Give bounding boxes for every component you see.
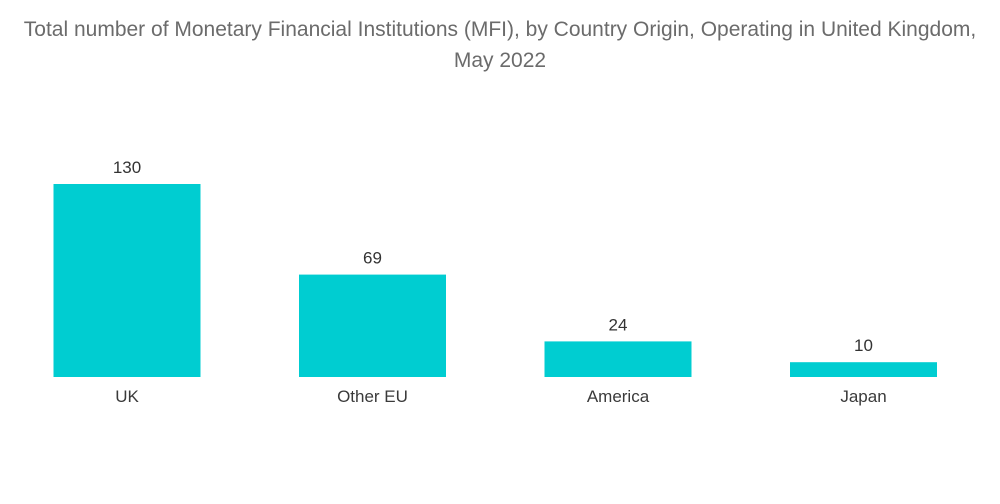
bar-japan	[790, 362, 937, 377]
chart-title: Total number of Monetary Financial Insti…	[23, 18, 977, 72]
x-tick-label-uk: UK	[115, 387, 139, 406]
bar-other-eu	[299, 274, 446, 377]
x-tick-labels-group: UK Other EU America Japan	[115, 387, 886, 406]
value-label-america: 24	[609, 315, 628, 334]
x-tick-label-america: America	[587, 387, 650, 406]
bar-uk	[53, 184, 201, 377]
value-label-japan: 10	[854, 336, 873, 355]
bars-group	[53, 184, 937, 377]
x-tick-label-other-eu: Other EU	[337, 387, 408, 406]
x-tick-label-japan: Japan	[840, 387, 886, 406]
value-label-other-eu: 69	[363, 249, 382, 268]
value-labels-group: 130 69 24 10	[113, 158, 873, 355]
value-label-uk: 130	[113, 158, 141, 177]
bar-america	[544, 341, 692, 377]
